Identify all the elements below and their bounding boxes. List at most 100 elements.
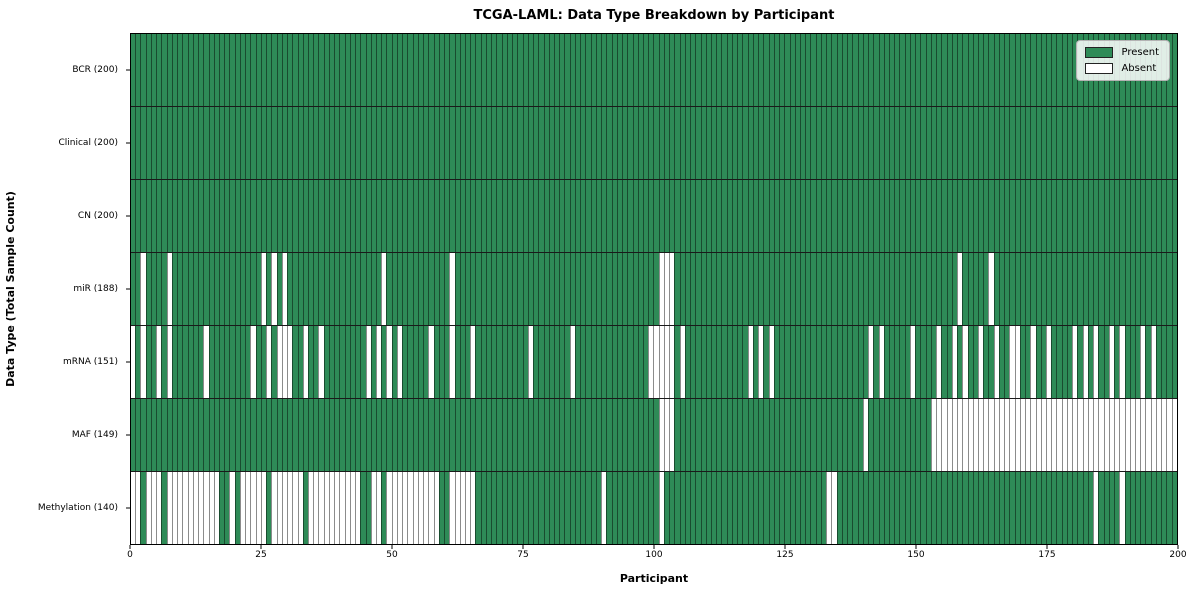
cell-miR-98 [642, 253, 649, 325]
cell-mRNA-126 [789, 326, 795, 398]
cell-mRNA-71 [501, 326, 507, 398]
cell-Methylation-15 [208, 472, 214, 544]
cell-Clinical-70 [496, 107, 502, 179]
cell-mRNA-160 [967, 326, 973, 398]
cell-BCR-165 [993, 34, 999, 106]
cell-miR-91 [606, 253, 612, 325]
cell-mRNA-76 [527, 326, 534, 398]
cell-CN-117 [742, 180, 748, 252]
cell-miR-17 [218, 253, 225, 325]
cell-Clinical-22 [245, 107, 251, 179]
cell-Clinical-145 [888, 107, 895, 179]
cell-BCR-168 [1009, 34, 1015, 106]
x-tick-label-100: 100 [645, 550, 663, 560]
cell-Clinical-6 [161, 107, 167, 179]
cell-MAF-74 [517, 399, 523, 471]
cell-MAF-187 [1108, 399, 1115, 471]
cell-BCR-99 [648, 34, 654, 106]
cell-CN-19 [229, 180, 235, 252]
cell-Clinical-107 [690, 107, 696, 179]
cell-BCR-49 [386, 34, 392, 106]
y-tick-label-Methylation: Methylation (140) [37, 503, 118, 514]
cell-miR-68 [485, 253, 492, 325]
cell-miR-58 [433, 253, 439, 325]
cell-Methylation-70 [496, 472, 502, 544]
cell-Methylation-97 [637, 472, 643, 544]
cell-mRNA-89 [595, 326, 602, 398]
cell-miR-15 [208, 253, 214, 325]
cell-miR-43 [355, 253, 361, 325]
cell-MAF-79 [543, 399, 549, 471]
cell-Clinical-8 [171, 107, 178, 179]
cell-Clinical-179 [1066, 107, 1073, 179]
cell-Clinical-103 [669, 107, 675, 179]
cell-miR-67 [480, 253, 486, 325]
cell-miR-186 [1103, 253, 1109, 325]
cell-Methylation-48 [381, 472, 387, 544]
cell-BCR-133 [826, 34, 832, 106]
cell-MAF-75 [522, 399, 528, 471]
cell-Clinical-87 [585, 107, 591, 179]
cell-Methylation-195 [1150, 472, 1156, 544]
cell-BCR-174 [1040, 34, 1047, 106]
cell-CN-36 [318, 180, 324, 252]
cell-CN-131 [815, 180, 821, 252]
cell-Methylation-146 [894, 472, 900, 544]
cell-CN-149 [909, 180, 916, 252]
cell-miR-185 [1098, 253, 1104, 325]
cell-miR-118 [747, 253, 753, 325]
cell-BCR-20 [234, 34, 240, 106]
cell-BCR-89 [595, 34, 602, 106]
cell-miR-9 [177, 253, 183, 325]
cell-Methylation-187 [1108, 472, 1115, 544]
cell-Methylation-16 [213, 472, 219, 544]
cell-miR-151 [920, 253, 926, 325]
cell-Clinical-73 [512, 107, 518, 179]
cell-miR-86 [580, 253, 586, 325]
cell-CN-196 [1155, 180, 1162, 252]
cell-Methylation-164 [988, 472, 994, 544]
cell-MAF-193 [1140, 399, 1146, 471]
cell-Clinical-123 [773, 107, 780, 179]
cell-MAF-156 [946, 399, 952, 471]
cell-mRNA-0 [131, 326, 136, 398]
cell-BCR-69 [491, 34, 497, 106]
cell-BCR-137 [847, 34, 853, 106]
cell-MAF-0 [131, 399, 136, 471]
cell-MAF-125 [784, 399, 790, 471]
cell-MAF-55 [417, 399, 424, 471]
cell-Methylation-1 [135, 472, 141, 544]
cell-Methylation-63 [459, 472, 465, 544]
chart-title: TCGA-LAML: Data Type Breakdown by Partic… [473, 8, 835, 23]
cell-Clinical-130 [810, 107, 816, 179]
cell-Clinical-118 [747, 107, 753, 179]
cell-mRNA-25 [260, 326, 267, 398]
x-tick-labels: 0 25 50 75 100 125 150 175 200 [127, 545, 1187, 565]
cell-mRNA-145 [888, 326, 895, 398]
cell-mRNA-38 [328, 326, 335, 398]
cell-Clinical-77 [533, 107, 539, 179]
cell-MAF-133 [826, 399, 832, 471]
cell-BCR-159 [962, 34, 968, 106]
cell-MAF-175 [1046, 399, 1052, 471]
cell-miR-143 [878, 253, 884, 325]
cell-Methylation-13 [198, 472, 204, 544]
cell-miR-38 [328, 253, 335, 325]
cell-MAF-115 [731, 399, 738, 471]
cell-CN-198 [1166, 180, 1172, 252]
x-tick-mark [784, 545, 786, 549]
cell-mRNA-84 [569, 326, 575, 398]
cell-miR-19 [229, 253, 235, 325]
cell-MAF-160 [967, 399, 973, 471]
cell-BCR-94 [622, 34, 628, 106]
cell-CN-72 [506, 180, 513, 252]
cell-Methylation-10 [182, 472, 188, 544]
cell-MAF-86 [580, 399, 586, 471]
cell-mRNA-118 [747, 326, 753, 398]
cell-Clinical-144 [883, 107, 889, 179]
cell-CN-14 [203, 180, 209, 252]
cell-CN-39 [334, 180, 340, 252]
cell-Clinical-114 [726, 107, 732, 179]
cell-MAF-132 [820, 399, 827, 471]
cell-mRNA-79 [543, 326, 549, 398]
